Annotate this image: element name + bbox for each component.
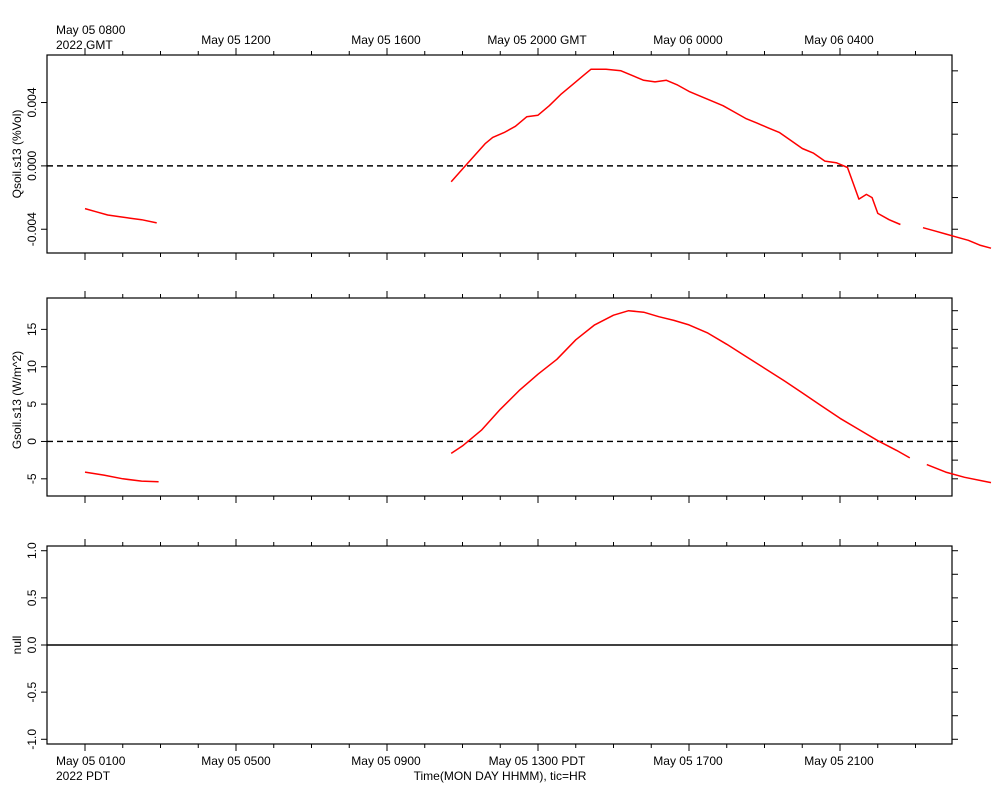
y-tick-label: 0.5: [25, 589, 39, 606]
top-axis-label: May 05 2000 GMT: [487, 33, 587, 47]
bottom-axis-first-label-line2: 2022 PDT: [56, 769, 111, 783]
y-tick-label: -0.5: [25, 681, 39, 702]
top-axis-label: May 06 0400: [804, 33, 874, 47]
bottom-time-axis: May 05 0100 2022 PDT May 05 0500 May 05 …: [56, 754, 874, 783]
y-tick-label: -1.0: [25, 729, 39, 750]
top-axis-first-label-line2: 2022 GMT: [56, 38, 113, 52]
null-ylabel: null: [10, 636, 24, 655]
gsoil-plot-frame: [46, 297, 953, 497]
top-axis-label: May 05 1200: [201, 33, 271, 47]
top-axis-label: May 05 1600: [351, 33, 421, 47]
y-tick-label: 0: [25, 438, 39, 445]
bottom-axis-label: May 05 0900: [351, 754, 421, 768]
bottom-axis-first-label-line1: May 05 0100: [56, 754, 126, 768]
series-line-segment: [84, 471, 159, 483]
y-tick-label: 15: [25, 322, 39, 336]
bottom-axis-label: May 05 0500: [201, 754, 271, 768]
top-axis-first-label-line1: May 05 0800: [56, 23, 126, 37]
qsoil-plot-frame: [46, 54, 953, 254]
y-tick-label: 10: [25, 360, 39, 374]
series-line-segment: [926, 463, 992, 484]
y-tick-label: 0.0: [25, 636, 39, 653]
null-panel: null -1.0 -0.5 0.0 0.5 1.0: [10, 539, 958, 751]
y-tick-label: 1.0: [25, 542, 39, 559]
gsoil-ylabel: Gsoil.s13 (W/m^2): [10, 351, 24, 449]
y-tick-label: -5: [25, 473, 39, 484]
bottom-axis-label: May 05 1700: [653, 754, 723, 768]
series-line-segment: [450, 309, 911, 459]
gsoil-panel: Gsoil.s13 (W/m^2) -5 0 5 10 15: [10, 291, 992, 503]
series-line-segment: [450, 68, 901, 226]
series-line-segment: [84, 207, 157, 224]
series-line-segment: [922, 226, 992, 249]
y-tick-label: 0.000: [25, 151, 39, 181]
top-axis-label: May 06 0000: [653, 33, 723, 47]
top-time-axis: May 05 0800 2022 GMT May 05 1200 May 05 …: [56, 23, 874, 52]
y-tick-label: 5: [25, 400, 39, 407]
y-tick-label: 0.004: [25, 87, 39, 117]
x-axis-title: Time(MON DAY HHMM), tic=HR: [414, 769, 587, 783]
qsoil-ylabel: Qsoil.s13 (%Vol): [10, 110, 24, 199]
y-tick-label: -0.004: [25, 212, 39, 246]
qsoil-panel: Qsoil.s13 (%Vol) -0.004 0.000 0.004: [10, 48, 992, 260]
bottom-axis-label: May 05 2100: [804, 754, 874, 768]
bottom-axis-label: May 05 1300 PDT: [489, 754, 586, 768]
